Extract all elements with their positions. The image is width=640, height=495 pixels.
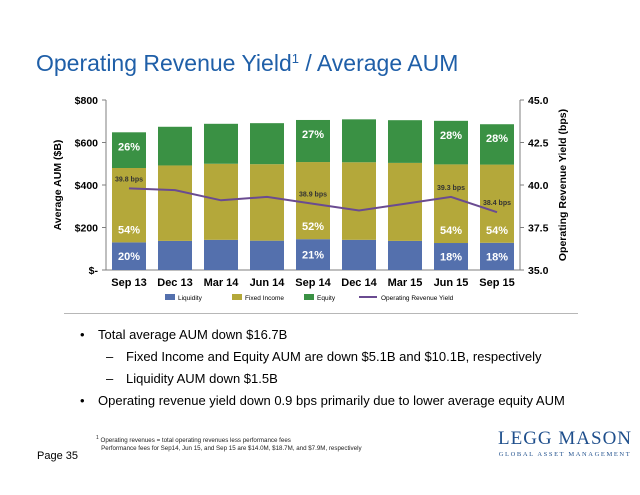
bar-value-label: 54% bbox=[118, 224, 140, 236]
bar-value-label: 54% bbox=[486, 225, 508, 237]
bar-equity bbox=[388, 120, 422, 163]
bar-equity bbox=[158, 126, 192, 166]
bar-value-label: 54% bbox=[440, 225, 462, 237]
bar-value-label: 18% bbox=[440, 252, 462, 264]
x-tick-label: Dec 14 bbox=[341, 277, 377, 289]
y2-tick-label: 45.0 bbox=[528, 95, 549, 107]
legend-label-operating-revenue-yield: Operating Revenue Yield bbox=[381, 295, 454, 302]
divider bbox=[64, 313, 578, 314]
page-title: Operating Revenue Yield1 / Average AUM bbox=[36, 50, 459, 76]
legend-swatch-fixed-income bbox=[232, 294, 242, 300]
y-tick-label: $600 bbox=[75, 138, 99, 150]
y2-tick-label: 35.0 bbox=[528, 265, 549, 277]
footnote: 1 Operating revenues = total operating r… bbox=[96, 435, 362, 453]
bar-equity bbox=[480, 124, 514, 165]
sub-bullet-liquidity: – Liquidity AUM down $1.5B bbox=[106, 371, 278, 386]
bar-liquidity bbox=[296, 239, 330, 270]
y-tick-label: $800 bbox=[75, 95, 99, 107]
bar-equity bbox=[434, 120, 468, 165]
bar-fixed-income bbox=[204, 163, 238, 240]
bar-value-label: 52% bbox=[302, 221, 324, 233]
x-tick-label: Sep 14 bbox=[295, 277, 331, 289]
x-tick-label: Sep 13 bbox=[111, 277, 146, 289]
bar-equity bbox=[204, 123, 238, 164]
legend-label-equity: Equity bbox=[317, 295, 336, 302]
x-tick-label: Mar 15 bbox=[388, 277, 423, 289]
page-number: Page 35 bbox=[37, 450, 78, 462]
bar-value-label: 28% bbox=[440, 130, 462, 142]
y-tick-label: $- bbox=[89, 265, 99, 277]
y-axis-title: Average AUM ($B) bbox=[52, 140, 64, 231]
bar-value-label: 26% bbox=[118, 141, 140, 153]
bar-liquidity bbox=[480, 242, 514, 270]
legend-label-fixed-income: Fixed Income bbox=[245, 295, 284, 302]
bar-fixed-income bbox=[112, 168, 146, 243]
yield-value-label: 38.9 bps bbox=[299, 192, 327, 199]
y2-tick-label: 40.0 bbox=[528, 180, 549, 192]
yield-value-label: 39.3 bps bbox=[437, 185, 465, 192]
bar-fixed-income bbox=[342, 162, 376, 240]
bar-equity bbox=[296, 119, 330, 163]
bar-value-label: 18% bbox=[486, 251, 508, 263]
bar-equity bbox=[250, 123, 284, 165]
bullet-yield: • Operating revenue yield down 0.9 bps pr… bbox=[80, 393, 565, 408]
yield-value-label: 38.4 bps bbox=[483, 200, 511, 207]
bar-value-label: 27% bbox=[302, 129, 324, 141]
legg-mason-logo: LEGG MASON GLOBAL ASSET MANAGEMENT bbox=[498, 428, 632, 458]
x-tick-label: Mar 14 bbox=[204, 277, 240, 289]
bullet-aum: • Total average AUM down $16.7B bbox=[80, 327, 288, 342]
bar-liquidity bbox=[388, 240, 422, 270]
x-tick-label: Jun 14 bbox=[250, 277, 286, 289]
y-tick-label: $200 bbox=[75, 223, 99, 235]
bar-fixed-income bbox=[250, 164, 284, 241]
title-footnote-marker: 1 bbox=[291, 51, 299, 66]
bar-fixed-income bbox=[158, 165, 192, 241]
bar-fixed-income bbox=[480, 164, 514, 243]
x-tick-label: Jun 15 bbox=[434, 277, 469, 289]
sub-bullet-fixed-equity: – Fixed Income and Equity AUM are down $5… bbox=[106, 349, 542, 364]
bar-value-label: 20% bbox=[118, 251, 140, 263]
x-tick-label: Sep 15 bbox=[479, 277, 514, 289]
legend-swatch-liquidity bbox=[165, 294, 175, 300]
x-tick-label: Dec 13 bbox=[157, 277, 192, 289]
bar-liquidity bbox=[112, 242, 146, 270]
logo-name: LEGG MASON bbox=[498, 428, 633, 449]
y2-tick-label: 37.5 bbox=[528, 223, 549, 235]
bar-fixed-income bbox=[296, 162, 330, 240]
aum-yield-chart: $- $200 $400 $600 $800 35.0 37.5 40.0 42.5 45.0 Av… bbox=[52, 95, 569, 302]
y2-axis-title: Operating Revenue Yield (bps) bbox=[557, 109, 569, 261]
y-tick-label: $400 bbox=[75, 180, 99, 192]
bar-fixed-income bbox=[434, 164, 468, 244]
legend-swatch-equity bbox=[304, 294, 314, 300]
bar-liquidity bbox=[434, 243, 468, 270]
bar-value-label: 28% bbox=[486, 133, 508, 145]
bar-value-label: 21% bbox=[302, 250, 324, 262]
bar-liquidity bbox=[204, 239, 238, 270]
yield-value-label: 39.8 bps bbox=[115, 176, 143, 183]
bar-equity bbox=[342, 119, 376, 163]
bar-liquidity bbox=[250, 240, 284, 270]
y2-tick-label: 42.5 bbox=[528, 138, 549, 150]
legend-label-liquidity: Liquidity bbox=[178, 295, 203, 302]
bar-liquidity bbox=[342, 239, 376, 270]
bar-liquidity bbox=[158, 240, 192, 270]
bar-equity bbox=[112, 132, 146, 168]
logo-tagline: GLOBAL ASSET MANAGEMENT bbox=[498, 451, 632, 458]
